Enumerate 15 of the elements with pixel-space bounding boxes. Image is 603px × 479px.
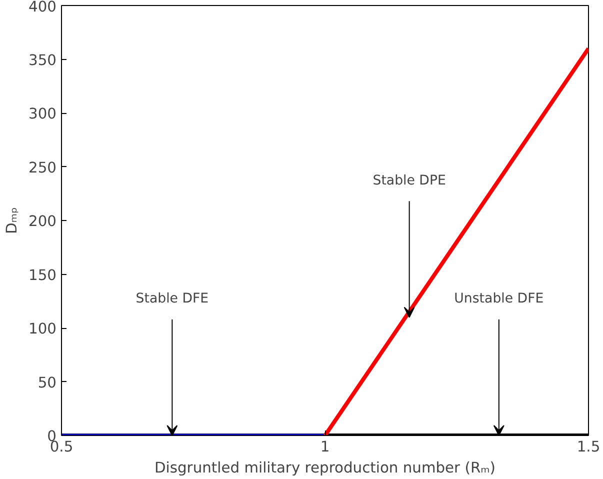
x-tick-label: 1 [320, 438, 330, 456]
annotation: Unstable DFE [454, 292, 544, 306]
x-tick-label: 1.5 [576, 438, 600, 456]
y-tick-label: 200 [28, 213, 57, 230]
y-tick-label: 350 [28, 52, 57, 69]
y-tick-label: 100 [28, 320, 57, 338]
x-axis-title: Disgruntled military reproduction number (Rₘ) [154, 460, 496, 476]
annotation: Stable DFE [136, 292, 209, 306]
y-tick-label: 50 [38, 374, 57, 392]
y-tick-label: 400 [28, 0, 57, 16]
y-tick-label: 150 [28, 266, 57, 284]
annotation: Stable DPE [372, 173, 446, 188]
y-tick-label: 250 [28, 159, 57, 176]
y-tick-label: 300 [28, 106, 57, 122]
y-axis-title: Dₘₚ [4, 207, 21, 234]
